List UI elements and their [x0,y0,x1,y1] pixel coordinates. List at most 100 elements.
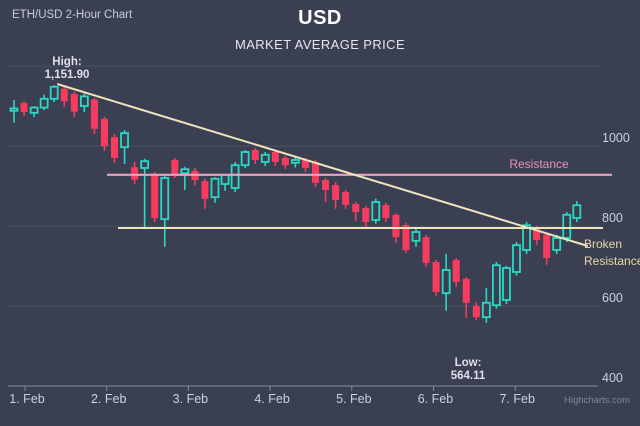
candle-up[interactable] [371,198,381,224]
candle-up[interactable] [230,162,240,192]
candle-down[interactable] [131,162,139,184]
chart-subtitle: MARKET AVERAGE PRICE [234,37,406,52]
candle-body [472,306,480,318]
candle-down[interactable] [452,258,460,287]
candle-up[interactable] [411,228,421,247]
candle-body [301,160,309,168]
candle-down[interactable] [111,134,118,163]
candle-down[interactable] [271,150,279,166]
candle-body [39,97,49,109]
candle-body [260,153,270,163]
candle-down[interactable] [382,202,390,222]
x-axis-label-4-feb: 4. Feb [254,392,290,406]
candle-up[interactable] [481,288,491,323]
y-axis-label-1000: 1000 [602,130,630,145]
candle-down[interactable] [543,233,551,265]
candle-down[interactable] [312,160,319,187]
candle-up[interactable] [502,266,511,304]
candle-down[interactable] [362,206,370,227]
candle-up[interactable] [220,173,230,191]
x-axis-label-7-feb: 7. Feb [499,392,535,406]
candle-up[interactable] [210,177,220,203]
candle-body [332,185,340,200]
candle-up[interactable] [120,130,129,164]
candle-up[interactable] [39,94,49,110]
broken-resistance-label: Broken Resistance [584,236,640,270]
candle-body [422,237,430,263]
candle-body [201,181,209,199]
candle-body [392,214,400,238]
candle-body [160,177,170,221]
high-annotation: High: 1,151.90 [45,56,90,82]
candle-up[interactable] [491,262,501,309]
candle-body [432,262,440,292]
candle-body [441,269,451,295]
candle-down[interactable] [191,168,199,186]
low-annotation: Low: 564.11 [451,357,486,383]
candle-body [290,159,300,164]
candle-down[interactable] [472,302,480,321]
candle-down[interactable] [462,277,470,318]
candle-body [382,205,390,218]
candle-up[interactable] [49,85,59,102]
candle-down[interactable] [322,178,330,202]
candle-body [462,278,470,303]
y-axis-label-600: 600 [602,290,623,305]
candle-down[interactable] [352,202,360,221]
candle-body [49,85,59,100]
candle-up[interactable] [572,201,582,222]
candle-body [572,204,582,219]
candle-body [502,267,511,301]
candle-down[interactable] [251,148,259,164]
candle-down[interactable] [20,101,28,116]
candle-body [20,103,28,112]
candle-body [90,99,98,129]
candle-up[interactable] [240,150,250,168]
candle-down[interactable] [281,156,289,169]
credits-link[interactable]: Highcharts.com [564,395,630,406]
candle-down[interactable] [151,172,159,222]
low-annotation-label: Low: [454,357,482,369]
candle-body [171,160,179,175]
broken-resistance-line1: Broken [584,237,623,251]
candle-up[interactable] [180,166,190,190]
candle-up[interactable] [9,100,19,123]
candle-down[interactable] [60,86,68,107]
candle-down[interactable] [90,98,98,134]
candle-body [79,95,89,107]
candle-down[interactable] [100,116,108,151]
candle-down[interactable] [342,190,350,209]
candle-body [362,208,370,222]
candle-body [60,88,68,102]
candle-up[interactable] [290,156,300,168]
candle-up[interactable] [512,242,521,276]
x-axis-label-2-feb: 2. Feb [90,392,127,406]
candle-down[interactable] [422,234,430,267]
candle-body [70,94,78,112]
candle-body [512,244,521,273]
candle-up[interactable] [140,158,150,228]
y-axis-label-800: 800 [602,210,623,225]
candle-down[interactable] [201,178,209,209]
candle-body [452,260,460,282]
candle-up[interactable] [79,93,89,112]
y-axis-label-400: 400 [602,370,623,385]
candle-body [251,150,259,160]
candle-body [220,173,230,185]
candle-body [481,301,491,319]
candle-up[interactable] [160,176,170,247]
x-axis-label-5-feb: 5. Feb [336,392,372,406]
candle-body [562,213,572,239]
candle-up[interactable] [29,106,39,118]
candle-up[interactable] [441,254,451,311]
candle-down[interactable] [533,226,541,245]
candle-down[interactable] [70,91,78,118]
candle-body [402,225,410,250]
candle-up[interactable] [552,234,562,254]
candle-up[interactable] [260,152,270,166]
candle-down[interactable] [432,260,440,296]
candle-body [543,234,551,258]
candle-down[interactable] [332,182,340,209]
